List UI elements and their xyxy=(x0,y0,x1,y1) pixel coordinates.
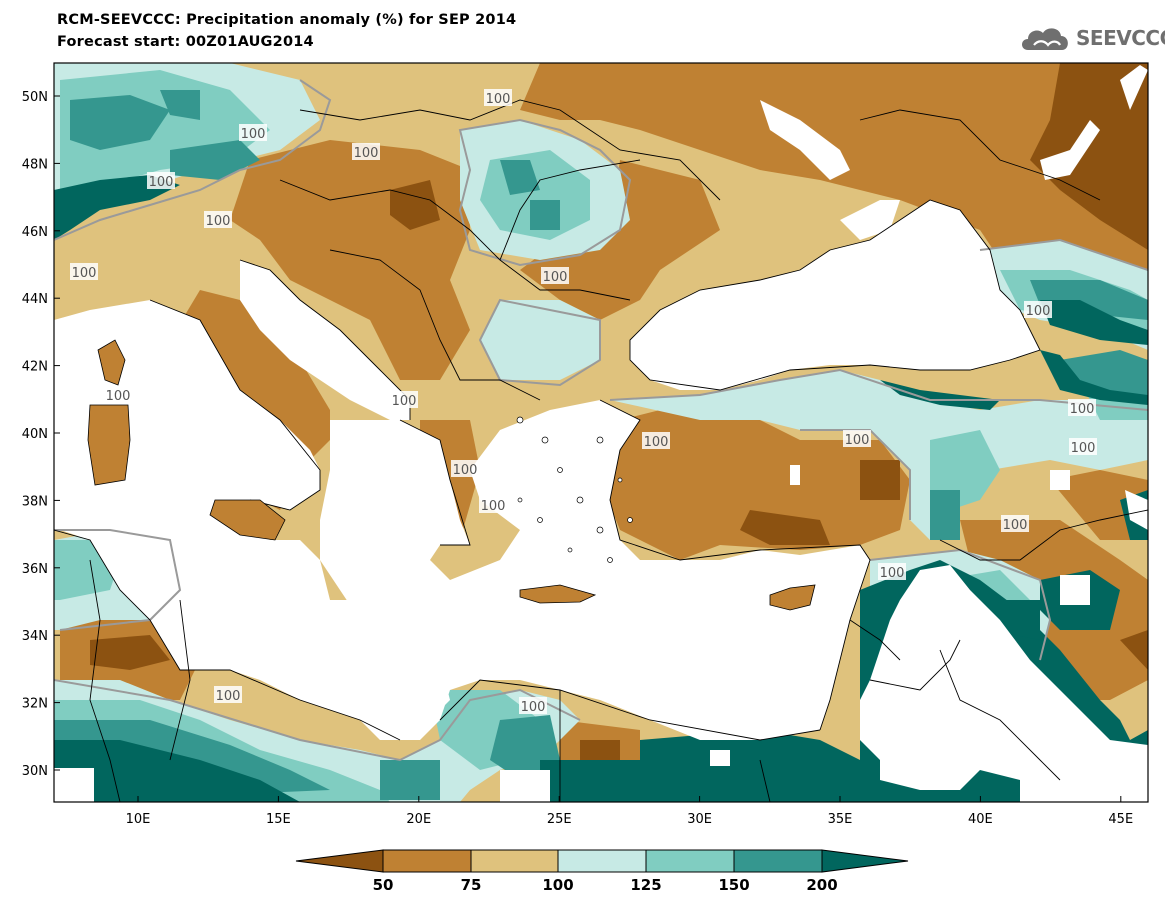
precip-anomaly-field xyxy=(54,63,1148,802)
svg-text:100: 100 xyxy=(1070,402,1095,417)
lat-label: 36N xyxy=(22,562,48,577)
lat-label: 44N xyxy=(22,292,48,307)
lat-label: 46N xyxy=(22,225,48,240)
svg-text:100: 100 xyxy=(521,700,546,715)
lat-label: 32N xyxy=(22,697,48,712)
latitude-axis: 50N 48N 46N 44N 42N 40N 38N 36N 34N 32N 30N xyxy=(22,90,60,779)
contour-label: 100 xyxy=(147,172,175,190)
contour-label: 100 xyxy=(104,386,132,404)
svg-text:100: 100 xyxy=(241,127,266,142)
colorbar-segment xyxy=(733,849,823,873)
contour-label: 100 xyxy=(878,563,906,581)
svg-text:100: 100 xyxy=(845,433,870,448)
lat-label: 40N xyxy=(22,427,48,442)
colorbar-segment xyxy=(645,849,735,873)
lat-label: 48N xyxy=(22,157,48,172)
svg-text:100: 100 xyxy=(453,463,478,478)
forecast-start-label: Forecast start: 00Z01AUG2014 xyxy=(57,34,314,50)
colorbar-tick-label: 100 xyxy=(542,876,573,894)
colorbar: 50 75 100 125 150 200 xyxy=(295,849,909,894)
lon-label: 45E xyxy=(1108,812,1133,827)
contour-label: 100 xyxy=(70,263,98,281)
svg-text:100: 100 xyxy=(149,175,174,190)
lon-label: 15E xyxy=(266,812,291,827)
contour-label: 100 xyxy=(479,496,507,514)
contour-label: 100 xyxy=(642,432,670,450)
contour-label: 100 xyxy=(1069,438,1097,456)
svg-text:100: 100 xyxy=(481,499,506,514)
lon-label: 25E xyxy=(547,812,572,827)
contour-label: 100 xyxy=(541,267,569,285)
svg-text:100: 100 xyxy=(216,689,241,704)
svg-text:100: 100 xyxy=(106,389,131,404)
contour-label: 100 xyxy=(484,89,512,107)
lat-label: 30N xyxy=(22,764,48,779)
logo-text: SEEVCCC xyxy=(1076,26,1165,50)
cloud-icon xyxy=(1022,28,1068,50)
svg-text:100: 100 xyxy=(543,270,568,285)
contour-label: 100 xyxy=(451,460,479,478)
svg-text:100: 100 xyxy=(72,266,97,281)
lon-label: 30E xyxy=(687,812,712,827)
colorbar-tick-label: 125 xyxy=(630,876,661,894)
colorbar-tick-label: 200 xyxy=(806,876,837,894)
contour-label: 100 xyxy=(1001,515,1029,533)
lon-label: 40E xyxy=(968,812,993,827)
lon-label: 20E xyxy=(406,812,431,827)
svg-text:100: 100 xyxy=(1026,304,1051,319)
lat-label: 34N xyxy=(22,629,48,644)
colorbar-tick-label: 150 xyxy=(718,876,749,894)
country-borders xyxy=(54,99,1148,802)
svg-text:100: 100 xyxy=(354,146,379,161)
islands xyxy=(87,339,816,611)
colorbar-segment xyxy=(470,849,559,873)
contour-label: 100 xyxy=(1024,301,1052,319)
contour-label: 100 xyxy=(352,143,380,161)
colorbar-tick-label: 50 xyxy=(373,876,394,894)
colorbar-segment xyxy=(557,849,647,873)
contour-label: 100 xyxy=(390,391,418,409)
colorbar-segment xyxy=(382,849,472,873)
svg-text:100: 100 xyxy=(644,435,669,450)
svg-text:100: 100 xyxy=(1071,441,1096,456)
colorbar-high-extend xyxy=(821,849,909,873)
svg-text:100: 100 xyxy=(206,214,231,229)
svg-text:100: 100 xyxy=(392,394,417,409)
contour-label: 100 xyxy=(1068,399,1096,417)
contour-label: 100 xyxy=(239,124,267,142)
sea-areas xyxy=(54,65,1148,802)
lon-label: 10E xyxy=(126,812,151,827)
lat-label: 38N xyxy=(22,494,48,509)
colorbar-low-extend xyxy=(295,849,384,873)
svg-text:100: 100 xyxy=(880,566,905,581)
contour-label: 100 xyxy=(214,686,242,704)
contour-label: 100 xyxy=(843,430,871,448)
contour-labels: 100 100 100 100 100 100 100 100 100 100 100 100 100 1… xyxy=(70,89,1097,715)
aegean-islands xyxy=(516,416,633,563)
contour-label: 100 xyxy=(519,697,547,715)
svg-text:100: 100 xyxy=(1003,518,1028,533)
contour-100-lines xyxy=(54,79,1148,762)
colorbar-tick-label: 75 xyxy=(461,876,482,894)
lat-label: 50N xyxy=(22,90,48,105)
lat-label: 42N xyxy=(22,360,48,375)
lon-label: 35E xyxy=(828,812,853,827)
contour-label: 100 xyxy=(204,211,232,229)
svg-text:100: 100 xyxy=(486,92,511,107)
longitude-axis: 10E 15E 20E 25E 30E 35E 40E 45E xyxy=(126,796,1133,827)
map-title: RCM-SEEVCCC: Precipitation anomaly (%) f… xyxy=(57,12,517,28)
seevccc-logo: SEEVCCC xyxy=(1018,20,1165,60)
